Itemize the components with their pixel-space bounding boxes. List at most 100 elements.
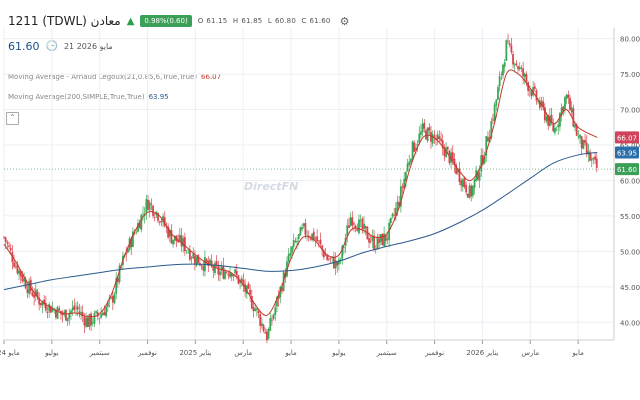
- candle-body: [476, 171, 479, 180]
- candle-body: [572, 108, 575, 127]
- y-tick-label: 55.00: [620, 213, 640, 221]
- candle-body: [148, 202, 151, 211]
- candle-body: [492, 119, 494, 121]
- candle-body: [6, 242, 9, 244]
- candle-body: [428, 127, 431, 131]
- candle-body: [125, 252, 128, 255]
- candle-body: [215, 261, 218, 266]
- candle-body: [188, 249, 191, 260]
- candle-body: [510, 44, 513, 53]
- candle-body: [580, 136, 583, 149]
- candle-body: [592, 157, 595, 159]
- candle-body: [75, 308, 77, 310]
- candle-body: [547, 115, 550, 126]
- candle-body: [482, 155, 484, 165]
- candle-body: [574, 124, 576, 128]
- candle-body: [147, 199, 149, 210]
- candle-body: [242, 280, 245, 287]
- candle-body: [590, 158, 593, 161]
- low-label: L: [267, 17, 272, 25]
- high-value: 61.85: [241, 17, 263, 25]
- candle-body: [235, 270, 238, 276]
- candle-body: [9, 248, 12, 251]
- candle-body: [96, 312, 99, 317]
- candle-body: [470, 185, 473, 197]
- candle-body: [24, 279, 27, 289]
- price-label-box: [615, 146, 639, 159]
- candle-body: [262, 324, 265, 332]
- x-tick-label: مايو 2024: [0, 349, 20, 357]
- candle-body: [371, 236, 374, 241]
- candle-body: [58, 308, 61, 311]
- y-tick-label: 80.00: [620, 36, 640, 44]
- candle-body: [460, 180, 463, 186]
- candle-body: [579, 134, 581, 139]
- chevron-up-icon[interactable]: ⌃: [6, 112, 19, 125]
- candle-body: [505, 40, 508, 61]
- candle-body: [78, 311, 81, 314]
- candle-body: [379, 234, 382, 242]
- candle-body: [555, 129, 558, 130]
- candle-body: [301, 227, 303, 230]
- candle-body: [436, 134, 439, 140]
- candle-body: [271, 319, 273, 321]
- candle-body: [425, 130, 427, 140]
- candle-body: [167, 226, 170, 238]
- indicator-alma[interactable]: Moving Average - Arnaud Legoux(21,0.85,6…: [8, 73, 221, 81]
- candle-body: [408, 161, 411, 165]
- candle-body: [103, 312, 106, 316]
- x-tick-label: سبتمبر: [376, 349, 397, 357]
- candle-body: [294, 241, 297, 242]
- candle-body: [193, 255, 196, 264]
- candle-body: [272, 314, 275, 319]
- candle-body: [214, 263, 216, 273]
- price-label-box: [615, 163, 639, 176]
- candle-body: [291, 246, 293, 253]
- candle-body: [455, 164, 458, 174]
- indicator-alma-value: 66.07: [201, 73, 222, 81]
- close-label: C: [301, 17, 307, 25]
- candle-body: [297, 234, 300, 240]
- candle-body: [83, 316, 86, 326]
- candle-body: [137, 223, 139, 232]
- candle-body: [55, 310, 57, 318]
- candle-body: [81, 312, 84, 317]
- candle-body: [90, 313, 92, 326]
- chart-header: 1211 (TDWL) معادن ▲ 0.98%(0.60) O 61.15 H…: [0, 0, 640, 80]
- candle-body: [269, 318, 272, 331]
- candle-body: [3, 236, 5, 238]
- candle-body: [453, 158, 456, 166]
- candle-body: [195, 256, 198, 266]
- candle-body: [68, 312, 71, 319]
- candle-body: [153, 216, 156, 218]
- candle-body: [217, 265, 220, 275]
- candle-body: [190, 257, 193, 259]
- candle-body: [410, 159, 412, 163]
- open-value: 61.15: [206, 17, 228, 25]
- gear-icon[interactable]: ⚙: [339, 14, 350, 28]
- candle-body: [463, 177, 466, 187]
- indicator-sma[interactable]: Moving Average(200,SIMPLE,True,True) 63.9…: [8, 93, 169, 101]
- candle-body: [430, 131, 432, 142]
- candle-body: [383, 233, 386, 247]
- x-tick-label: يوليو: [331, 349, 345, 357]
- y-tick-label: 70.00: [620, 107, 640, 115]
- candle-body: [485, 135, 488, 156]
- candle-body: [354, 225, 357, 229]
- candle-body: [16, 264, 19, 274]
- candle-body: [219, 271, 221, 276]
- ohlc-readout: O 61.15 H 61.85 L 60.80 C 61.60: [198, 17, 334, 25]
- candle-body: [396, 201, 399, 210]
- candle-body: [473, 179, 476, 188]
- candle-body: [21, 274, 24, 282]
- candle-body: [461, 179, 464, 188]
- candle-body: [324, 255, 327, 257]
- candle-body: [19, 270, 22, 277]
- candle-body: [85, 317, 87, 327]
- candle-body: [202, 265, 205, 271]
- symbol-title: 1211 (TDWL) معادن: [8, 14, 121, 28]
- candle-body: [557, 124, 560, 128]
- candle-body: [267, 328, 270, 339]
- candle-body: [100, 314, 103, 318]
